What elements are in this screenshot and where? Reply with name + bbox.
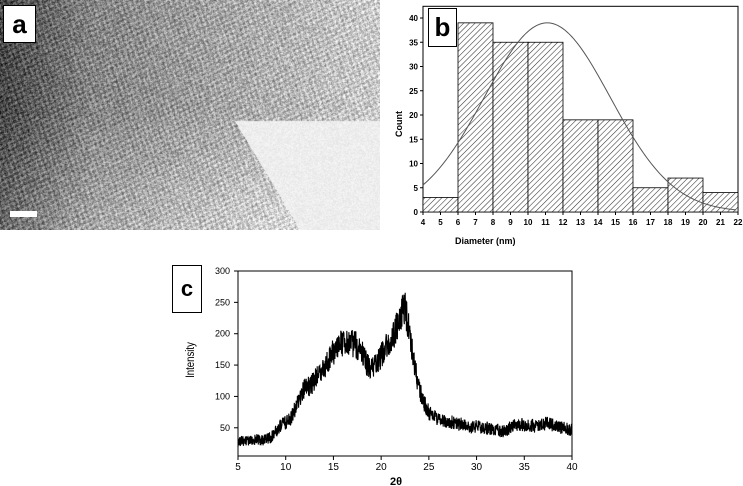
scale-bar <box>10 211 37 217</box>
histogram-bar <box>492 41 529 213</box>
x-tick-label: 22 <box>734 218 743 227</box>
x-tick-label: 16 <box>629 218 638 227</box>
y-tick-label: 5 <box>414 184 419 193</box>
panel-label-a: a <box>3 5 36 43</box>
x-tick-label: 40 <box>566 462 578 473</box>
x-axis-label-c: 2θ <box>390 476 402 486</box>
tem-micrograph <box>0 0 380 230</box>
histogram-bar <box>527 41 564 213</box>
histogram-bar <box>597 119 634 213</box>
y-tick-label: 30 <box>409 63 418 72</box>
x-tick-label: 35 <box>519 462 531 473</box>
y-tick-label: 100 <box>215 391 230 401</box>
x-tick-label: 12 <box>559 218 568 227</box>
x-tick-label: 10 <box>280 462 292 473</box>
y-tick-label: 200 <box>215 329 230 339</box>
x-tick-label: 10 <box>524 218 533 227</box>
y-axis-label-b: Count <box>394 111 404 137</box>
x-tick-label: 11 <box>541 218 550 227</box>
xrd-pattern-line <box>237 292 573 448</box>
x-tick-label: 13 <box>576 218 585 227</box>
x-tick-label: 17 <box>646 218 655 227</box>
y-axis-label-c: Intensity <box>184 342 197 378</box>
x-tick-label: 9 <box>508 218 513 227</box>
x-tick-label: 21 <box>716 218 725 227</box>
histogram-bar <box>562 119 599 213</box>
y-tick-label: 40 <box>409 14 418 23</box>
x-axis-label-b: Diameter (nm) <box>455 236 516 246</box>
y-tick-label: 50 <box>220 423 230 433</box>
y-tick-label: 10 <box>409 160 418 169</box>
histogram-bar <box>422 197 459 213</box>
y-tick-label: 250 <box>215 297 230 307</box>
x-tick-label: 5 <box>235 462 241 473</box>
plot-frame <box>237 270 573 457</box>
panel-label-b: b <box>428 8 457 47</box>
x-tick-label: 19 <box>681 218 690 227</box>
x-tick-label: 15 <box>328 462 340 473</box>
x-tick-label: 30 <box>471 462 483 473</box>
y-tick-label: 150 <box>215 360 230 370</box>
y-tick-label: 300 <box>215 266 230 276</box>
y-tick-label: 25 <box>409 87 418 96</box>
x-tick-label: 5 <box>438 218 443 227</box>
y-tick-label: 0 <box>414 208 419 217</box>
x-tick-label: 6 <box>456 218 461 227</box>
x-tick-label: 4 <box>421 218 426 227</box>
gaussian-fit-curve <box>422 22 737 211</box>
x-tick-label: 8 <box>491 218 496 227</box>
x-tick-label: 7 <box>473 218 478 227</box>
x-tick-label: 20 <box>376 462 388 473</box>
y-tick-label: 35 <box>409 38 418 47</box>
histogram-bar <box>632 187 669 213</box>
panel-label-c: c <box>172 265 202 313</box>
x-tick-label: 15 <box>611 218 620 227</box>
y-tick-label: 20 <box>409 111 418 120</box>
x-tick-label: 20 <box>699 218 708 227</box>
x-tick-label: 25 <box>423 462 435 473</box>
histogram-bar <box>457 22 494 213</box>
x-tick-label: 18 <box>664 218 673 227</box>
y-tick-label: 15 <box>409 135 418 144</box>
x-tick-label: 14 <box>594 218 603 227</box>
